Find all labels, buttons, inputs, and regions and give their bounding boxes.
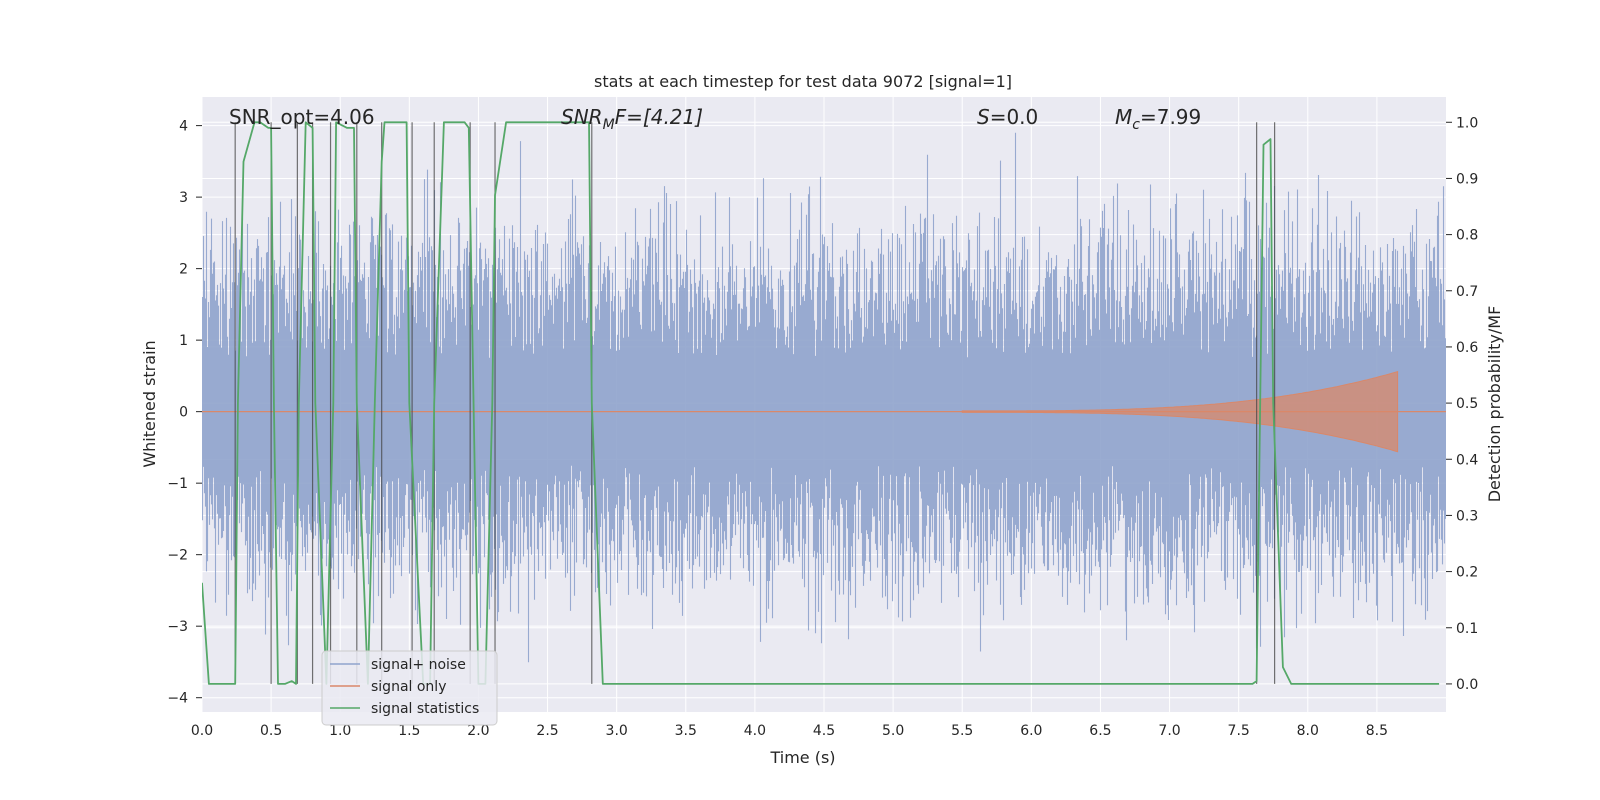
y2-axis-label: Detection probability/MF — [1485, 306, 1504, 503]
x-tick-label: 8.5 — [1366, 723, 1388, 739]
x-tick-label: 4.5 — [813, 723, 835, 739]
annotation-snr-mf: SNRMF=[4.21] — [561, 105, 703, 133]
y-tick-label: −4 — [167, 691, 188, 707]
snr-mf-subscript: M — [603, 117, 615, 133]
s-symbol: S — [977, 105, 990, 129]
y2-tick-label: 0.4 — [1456, 452, 1478, 468]
y2-tick-label: 0.1 — [1456, 621, 1478, 637]
x-tick-label: 0.5 — [260, 723, 282, 739]
x-axis-ticks: 0.0 0.5 1.0 1.5 2.0 2.5 3.0 3.5 4.0 4.5 5.0 5.5 6.0 6… — [191, 723, 1388, 739]
y-tick-label: 3 — [179, 190, 188, 206]
annotation-mc: Mc=7.99 — [1115, 105, 1201, 133]
y-tick-label: 2 — [179, 262, 188, 278]
x-tick-label: 3.5 — [675, 723, 697, 739]
y2-tick-label: 0.5 — [1456, 396, 1478, 412]
signal-statistics-series — [202, 121, 1440, 685]
x-tick-label: 1.0 — [329, 723, 351, 739]
signal-only-chirp — [961, 370, 1399, 453]
snr-mf-rest: F=[4.21] — [615, 105, 703, 129]
mc-base: M — [1115, 105, 1132, 129]
x-tick-label: 5.0 — [882, 723, 904, 739]
y-tick-label: 1 — [179, 333, 188, 349]
x-tick-label: 6.5 — [1089, 723, 1111, 739]
x-tick-label: 4.0 — [744, 723, 766, 739]
x-tick-label: 0.0 — [191, 723, 213, 739]
x-tick-label: 6.0 — [1020, 723, 1042, 739]
y2-tick-label: 0.3 — [1456, 508, 1478, 524]
s-value: =0.0 — [990, 105, 1039, 129]
x-axis-label: Time (s) — [769, 748, 835, 767]
y-tick-label: −2 — [167, 548, 188, 564]
x-tick-label: 2.5 — [536, 723, 558, 739]
signal-statistics-line — [202, 121, 1440, 685]
signal-plus-noise-series — [202, 132, 1446, 663]
mc-subscript: c — [1132, 117, 1140, 133]
annotation-snr-opt: SNR_opt=4.06 — [229, 105, 375, 129]
y-tick-label: −1 — [167, 476, 188, 492]
x-tick-label: 7.0 — [1158, 723, 1180, 739]
legend-label-signal-statistics: signal statistics — [371, 701, 479, 717]
x-tick-label: 8.0 — [1297, 723, 1319, 739]
mc-value: =7.99 — [1140, 105, 1201, 129]
y2-axis-ticks: 1.0 0.9 0.8 0.7 0.6 0.5 0.4 0.3 0.2 0.1 0.0 — [1446, 115, 1478, 693]
legend-label-signal-noise: signal+ noise — [371, 657, 466, 673]
snr-mf-base: SNR — [561, 105, 603, 129]
y2-tick-label: 0.2 — [1456, 565, 1478, 581]
signal-noise-trace — [202, 132, 1446, 663]
x-tick-label: 3.0 — [606, 723, 628, 739]
y2-tick-label: 0.6 — [1456, 340, 1478, 356]
x-tick-label: 5.5 — [951, 723, 973, 739]
y-tick-label: 0 — [179, 405, 188, 421]
chart-title: stats at each timestep for test data 907… — [594, 72, 1012, 91]
y2-tick-label: 0.8 — [1456, 228, 1478, 244]
y2-tick-label: 0.7 — [1456, 284, 1478, 300]
y2-tick-label: 1.0 — [1456, 115, 1478, 131]
y-axis-label: Whitened strain — [140, 340, 159, 467]
legend: signal+ noise signal only signal statist… — [321, 650, 498, 726]
legend-box — [321, 650, 498, 726]
x-tick-label: 2.0 — [467, 723, 489, 739]
y-tick-label: −3 — [167, 619, 188, 635]
y2-tick-label: 0.0 — [1456, 677, 1478, 693]
x-tick-label: 7.5 — [1228, 723, 1250, 739]
y2-tick-label: 0.9 — [1456, 171, 1478, 187]
x-tick-label: 1.5 — [398, 723, 420, 739]
legend-label-signal-only: signal only — [371, 679, 446, 695]
y-tick-label: 4 — [179, 119, 188, 135]
y-axis-ticks: 4 3 2 1 0 −1 −2 −3 −4 — [167, 119, 202, 707]
annotation-s: S=0.0 — [977, 105, 1038, 129]
